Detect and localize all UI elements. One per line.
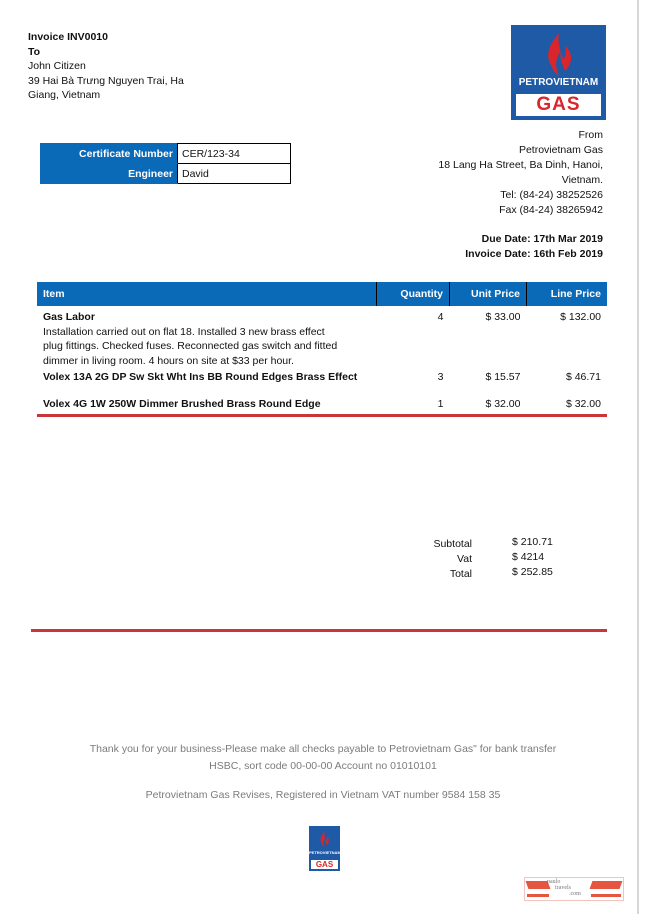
footer-logo-text: PETROVIETNAM <box>309 850 341 855</box>
due-date: Due Date: 17th Mar 2019 <box>481 233 603 245</box>
invoice-date: Invoice Date: 16th Feb 2019 <box>465 248 603 260</box>
certificate-number-value: CER/123-34 <box>177 143 291 164</box>
vat-value: $ 4214 <box>512 551 545 563</box>
invoice-number: Invoice INV0010 <box>28 31 108 43</box>
page-edge <box>637 0 639 914</box>
item-unit-price: $ 32.00 <box>485 397 521 410</box>
item-quantity: 4 <box>437 311 444 323</box>
subtotal-value: $ 210.71 <box>512 536 553 548</box>
vat-label: Vat <box>457 553 472 565</box>
item-line-price: $ 32.00 <box>565 397 601 410</box>
engineer-value: David <box>177 163 291 184</box>
item-quantity: 1 <box>437 397 444 410</box>
subtotal-label: Subtotal <box>433 538 472 550</box>
bill-to: Invoice INV0010 To John Citizen 39 Hai B… <box>28 30 184 103</box>
header-item: Item <box>37 282 377 306</box>
table-row: Volex 4G 1W 250W Dimmer Brushed Brass Ro… <box>37 387 607 414</box>
from-address-2: Vietnam. <box>561 174 603 186</box>
totals-values: $ 210.71 $ 4214 $ 252.85 <box>512 535 553 580</box>
total-value: $ 252.85 <box>512 566 553 578</box>
company-logo: PETROVIETNAM GAS <box>511 25 606 120</box>
item-name: Volex 13A 2G DP Sw Skt Wht Ins BB Round … <box>43 371 358 383</box>
footer-registration: Petrovietnam Gas Revises, Registered in … <box>145 789 501 801</box>
table-row: Gas Labor Installation carried out on fl… <box>37 306 607 370</box>
certificate-number-label: Certificate Number <box>40 143 178 164</box>
from-label: From <box>578 129 604 141</box>
footer-logo: PETROVIETNAM GAS <box>309 826 341 871</box>
footer-logo-gas: GAS <box>311 860 338 869</box>
customer-address-1: 39 Hai Bà Trưng Nguyen Trai, Ha <box>28 74 184 87</box>
from-tel: Tel: (84-24) 38252526 <box>500 189 603 201</box>
item-line-price: $ 46.71 <box>565 371 601 383</box>
flame-icon <box>320 831 329 847</box>
header-unit-price: Unit Price <box>449 282 527 306</box>
from-address-1: 18 Lang Ha Street, Ba Dinh, Hanoi, <box>438 159 603 171</box>
total-label: Total <box>449 568 472 580</box>
item-description: Installation carried out on flat 18. Ins… <box>43 325 338 367</box>
logo-gas: GAS <box>516 94 601 116</box>
footer-line-2: HSBC, sort code 00-00-00 Account no 0101… <box>209 760 437 772</box>
customer-name: John Citizen <box>28 60 86 72</box>
flame-icon <box>548 33 571 76</box>
item-quantity: 3 <box>437 371 444 383</box>
item-name: Volex 4G 1W 250W Dimmer Brushed Brass Ro… <box>43 397 321 410</box>
certificate-table: Certificate Number CER/123-34 Engineer D… <box>40 143 291 184</box>
footer-payment: Thank you for your business-Please make … <box>0 741 646 775</box>
items-divider <box>37 414 607 417</box>
customer-address-2: Giang, Vietnam <box>28 89 101 101</box>
header-line-price: Line Price <box>526 282 607 306</box>
table-row: Volex 13A 2G DP Sw Skt Wht Ins BB Round … <box>37 370 607 387</box>
item-name: Gas Labor <box>43 311 95 323</box>
totals-labels: Subtotal Vat Total <box>433 537 472 582</box>
from-fax: Fax (84-24) 38265942 <box>499 204 603 216</box>
item-line-price: $ 132.00 <box>560 311 601 323</box>
item-unit-price: $ 33.00 <box>485 311 521 323</box>
item-unit-price: $ 15.57 <box>485 371 521 383</box>
from-address: From Petrovietnam Gas 18 Lang Ha Street,… <box>438 128 603 262</box>
items-table: Item Quantity Unit Price Line Price Gas … <box>37 282 607 413</box>
footer-line-1: Thank you for your business-Please make … <box>89 743 557 755</box>
to-label: To <box>28 45 41 58</box>
watermark: paulo travels .com <box>524 877 624 901</box>
watermark-text: paulo travels .com <box>547 879 581 897</box>
totals-divider <box>31 629 607 632</box>
header-quantity: Quantity <box>376 282 450 306</box>
logo-text: PETROVIETNAM <box>518 77 599 88</box>
from-company: Petrovietnam Gas <box>518 144 603 156</box>
engineer-label: Engineer <box>40 163 178 184</box>
